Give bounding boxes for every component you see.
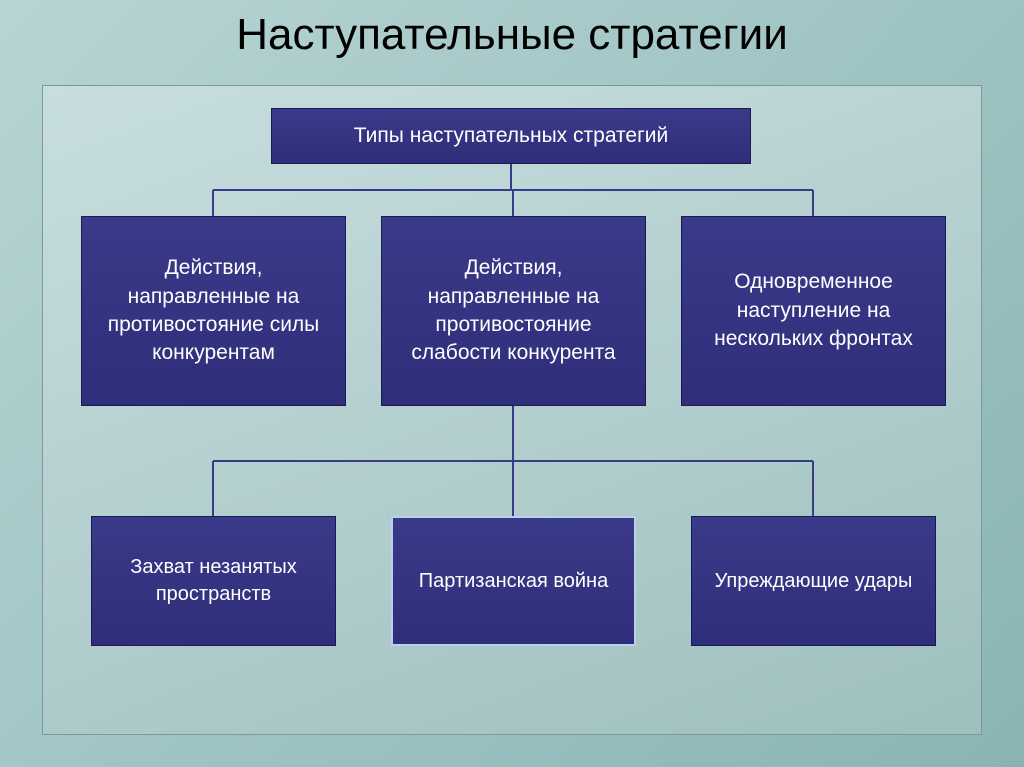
grandchild-node-1-label: Захват незанятых пространств (104, 554, 323, 608)
diagram-panel: Типы наступательных стратегий Действия, … (42, 85, 982, 735)
child-node-2: Действия, направленные на противостояние… (381, 216, 646, 406)
root-node-label: Типы наступательных стратегий (354, 122, 668, 150)
child-node-1-label: Действия, направленные на противостояние… (94, 254, 333, 367)
root-node: Типы наступательных стратегий (271, 108, 751, 164)
grandchild-node-2: Партизанская война (391, 516, 636, 646)
child-node-3: Одновременное наступление на нескольких … (681, 216, 946, 406)
child-node-2-label: Действия, направленные на противостояние… (394, 254, 633, 367)
slide: Наступательные стратегии Типы наступател… (0, 0, 1024, 767)
child-node-3-label: Одновременное наступление на нескольких … (694, 268, 933, 353)
child-node-1: Действия, направленные на противостояние… (81, 216, 346, 406)
slide-title: Наступательные стратегии (0, 0, 1024, 60)
grandchild-node-3: Упреждающие удары (691, 516, 936, 646)
grandchild-node-3-label: Упреждающие удары (715, 568, 913, 595)
grandchild-node-1: Захват незанятых пространств (91, 516, 336, 646)
grandchild-node-2-label: Партизанская война (419, 568, 608, 595)
